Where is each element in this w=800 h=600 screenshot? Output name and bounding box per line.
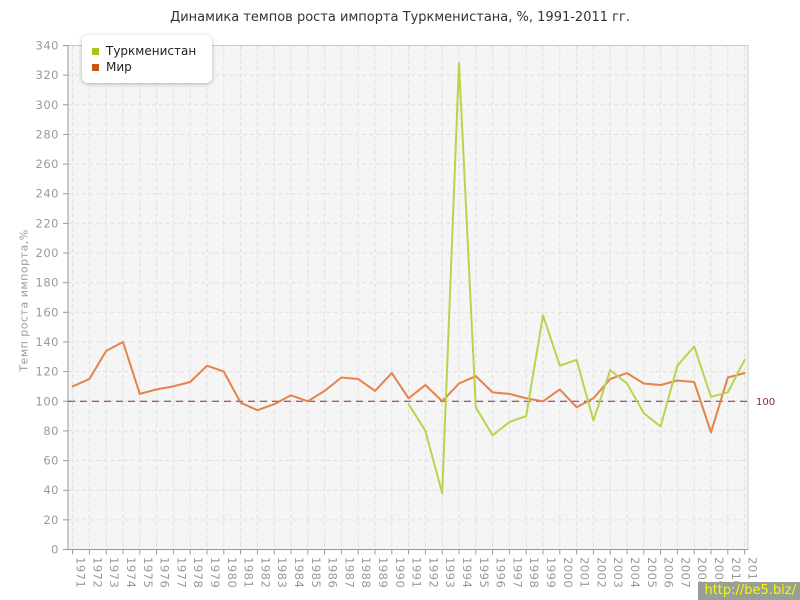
svg-text:2002: 2002 xyxy=(594,557,608,588)
svg-text:1997: 1997 xyxy=(510,557,524,588)
svg-text:2005: 2005 xyxy=(645,557,659,588)
svg-text:1988: 1988 xyxy=(359,557,373,588)
svg-text:1973: 1973 xyxy=(107,557,121,588)
legend-label-mir: Мир xyxy=(106,60,132,74)
svg-text:1987: 1987 xyxy=(342,557,356,588)
svg-text:180: 180 xyxy=(36,276,59,290)
svg-text:160: 160 xyxy=(36,305,59,319)
svg-text:2009: 2009 xyxy=(712,557,726,588)
legend-item-mir[interactable]: Мир xyxy=(92,60,196,74)
chart-title: Динамика темпов роста импорта Туркменист… xyxy=(170,10,630,25)
svg-text:20: 20 xyxy=(43,513,59,527)
svg-text:1982: 1982 xyxy=(258,557,272,588)
svg-text:280: 280 xyxy=(36,127,59,141)
series-line-Мир xyxy=(71,341,746,434)
svg-text:0: 0 xyxy=(51,543,59,557)
svg-text:120: 120 xyxy=(36,365,59,379)
legend-label-turkmenistan: Туркменистан xyxy=(106,44,197,58)
svg-text:1986: 1986 xyxy=(326,557,340,588)
svg-text:1978: 1978 xyxy=(191,557,205,588)
svg-text:100: 100 xyxy=(36,394,59,408)
svg-text:300: 300 xyxy=(36,98,59,112)
svg-text:200: 200 xyxy=(36,246,59,260)
svg-text:1995: 1995 xyxy=(477,557,491,588)
svg-text:1999: 1999 xyxy=(544,557,558,588)
svg-text:1985: 1985 xyxy=(309,557,323,588)
svg-text:1977: 1977 xyxy=(174,557,188,588)
svg-text:1994: 1994 xyxy=(460,557,474,588)
svg-text:1976: 1976 xyxy=(158,557,172,588)
watermark-link[interactable]: http://be5.biz/ xyxy=(698,582,800,600)
svg-text:1971: 1971 xyxy=(74,557,88,588)
svg-text:2003: 2003 xyxy=(611,557,625,588)
legend-item-turkmenistan[interactable]: Туркменистан xyxy=(92,44,196,58)
svg-text:2010: 2010 xyxy=(729,557,743,588)
legend: Туркменистан Мир xyxy=(82,35,213,83)
y-axis-title: Темп роста импорта,% xyxy=(17,229,31,372)
plot-area xyxy=(68,45,748,550)
svg-text:40: 40 xyxy=(43,483,59,497)
svg-text:2000: 2000 xyxy=(561,557,575,588)
svg-text:80: 80 xyxy=(43,424,59,438)
svg-text:1996: 1996 xyxy=(494,557,508,588)
svg-text:1992: 1992 xyxy=(426,557,440,588)
svg-text:1974: 1974 xyxy=(124,557,138,588)
y-axis-labels: 0 20 40 60 80 100 120 140 160 180 200 220 240 260 280 3… xyxy=(36,39,59,557)
series-line-Туркменистан xyxy=(407,62,746,495)
turkmenistan-series-marker-icon xyxy=(92,47,99,55)
reference-line-label: 100 xyxy=(756,397,775,408)
svg-text:1980: 1980 xyxy=(225,557,239,588)
svg-text:1979: 1979 xyxy=(208,557,222,588)
svg-text:2001: 2001 xyxy=(578,557,592,588)
svg-text:1990: 1990 xyxy=(393,557,407,588)
svg-text:1972: 1972 xyxy=(90,557,104,588)
svg-text:1984: 1984 xyxy=(292,557,306,588)
svg-text:60: 60 xyxy=(43,454,59,468)
svg-text:2007: 2007 xyxy=(678,557,692,588)
svg-text:1993: 1993 xyxy=(443,557,457,588)
mir-series-marker-icon xyxy=(92,63,99,71)
svg-text:1981: 1981 xyxy=(242,557,256,588)
svg-text:220: 220 xyxy=(36,216,59,230)
svg-text:1975: 1975 xyxy=(141,557,155,588)
svg-text:2004: 2004 xyxy=(628,557,642,588)
svg-text:2011: 2011 xyxy=(746,557,760,588)
axes xyxy=(63,45,748,555)
svg-text:2006: 2006 xyxy=(662,557,676,588)
svg-text:320: 320 xyxy=(36,68,59,82)
svg-text:1991: 1991 xyxy=(410,557,424,588)
svg-text:140: 140 xyxy=(36,335,59,349)
svg-text:340: 340 xyxy=(36,39,59,53)
svg-text:1989: 1989 xyxy=(376,557,390,588)
svg-text:1998: 1998 xyxy=(527,557,541,588)
svg-text:260: 260 xyxy=(36,157,59,171)
svg-text:240: 240 xyxy=(36,187,59,201)
svg-text:2008: 2008 xyxy=(695,557,709,588)
x-axis-labels: 1971 1972 1973 1974 1975 1976 1977 1978 1979 1980… xyxy=(74,557,760,588)
svg-text:1983: 1983 xyxy=(275,557,289,588)
